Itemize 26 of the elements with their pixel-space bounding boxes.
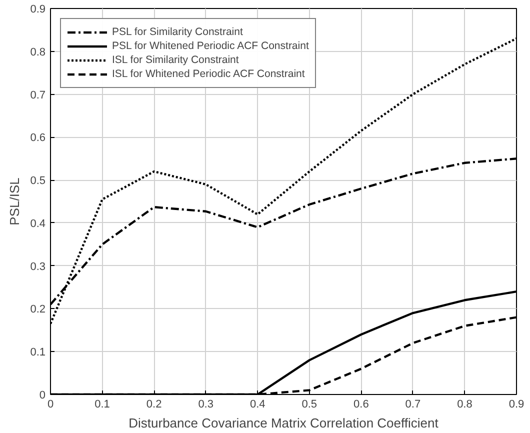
x-axis-title: Disturbance Covariance Matrix Correlation Coefficient — [128, 416, 439, 430]
x-tick-label: 0.5 — [302, 398, 318, 410]
x-tick-label: 0.3 — [198, 398, 214, 410]
y-tick-label: 0.6 — [30, 132, 46, 144]
y-tick-label: 0.2 — [30, 304, 46, 316]
y-tick-label: 0.1 — [30, 346, 46, 359]
legend-label: PSL for Whitened Periodic ACF Constraint — [112, 39, 309, 53]
x-tick-label: 0.8 — [457, 398, 472, 410]
y-tick-label: 0.3 — [30, 260, 46, 273]
x-tick-label: 0.7 — [405, 398, 421, 410]
y-tick-label: 0.5 — [30, 175, 46, 188]
legend-label: ISL for Whitened Periodic ACF Constraint — [112, 67, 305, 81]
y-tick-label: 0 — [39, 390, 46, 402]
legend-label: ISL for Similarity Constraint — [112, 53, 239, 67]
legend-label: PSL for Similarity Constraint — [112, 25, 243, 39]
y-tick-label: 0.7 — [30, 89, 46, 102]
x-tick-label: 0 — [47, 398, 54, 410]
y-tick-label: 0.4 — [30, 218, 46, 230]
y-axis-title: PSL/ISL — [7, 178, 22, 226]
x-tick-label: 0.1 — [94, 398, 110, 410]
x-tick-label: 0.6 — [354, 398, 369, 410]
y-tick-label: 0.9 — [30, 4, 46, 16]
x-tick-label: 0.2 — [146, 398, 162, 410]
x-tick-label: 0.4 — [250, 398, 266, 410]
x-tick-label: 0.9 — [508, 398, 524, 410]
y-tick-label: 0.8 — [30, 46, 46, 58]
